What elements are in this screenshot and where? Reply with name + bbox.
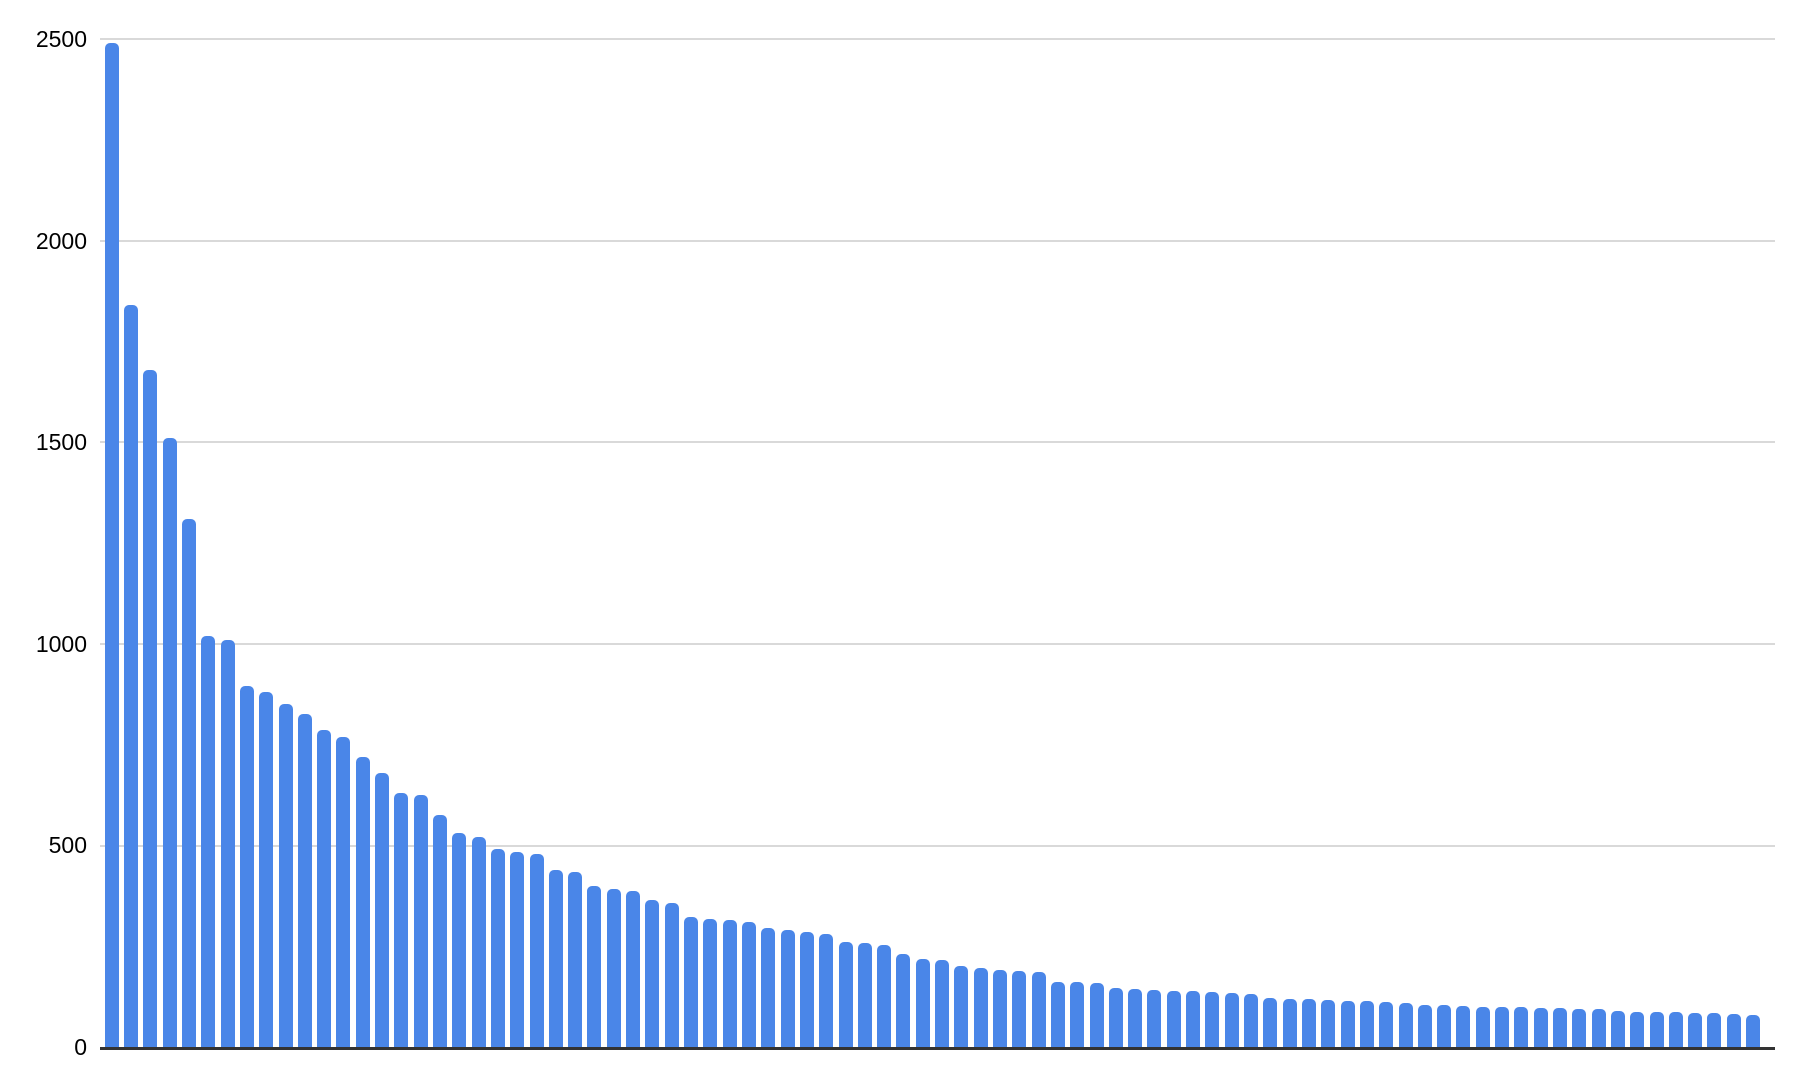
bar [915,959,930,1047]
bar [1475,1007,1490,1047]
bar [664,903,679,1047]
gridline-500 [100,845,1775,847]
gridline-1500 [100,441,1775,443]
bar [1726,1014,1741,1047]
bar [104,43,119,1047]
bar [1707,1013,1722,1047]
bar [1379,1002,1394,1047]
bar [1591,1009,1606,1047]
gridline-2500 [100,38,1775,40]
bar [452,833,467,1047]
gridline-2000 [100,240,1775,242]
bar [954,966,969,1047]
bar [645,900,660,1047]
bar [1359,1001,1374,1047]
bar [741,922,756,1047]
bar [1398,1003,1413,1047]
bar [935,960,949,1047]
bar [1301,999,1316,1047]
bar [1263,998,1278,1047]
bar [220,640,235,1047]
bar [490,849,505,1047]
y-tick-label-1500: 1500 [35,429,87,455]
bar [993,970,1007,1047]
bar [1108,988,1123,1047]
bar [1572,1009,1587,1047]
bar [1012,971,1027,1047]
bar [317,730,332,1047]
bar [259,692,274,1047]
bar [201,636,216,1047]
bar [684,917,698,1047]
bar [181,519,196,1047]
bar [1610,1011,1625,1047]
bar [568,872,583,1047]
bar [433,815,447,1047]
bar [1031,972,1046,1047]
bar [587,886,602,1047]
bar [510,852,525,1047]
bar [375,773,389,1047]
bar [1495,1007,1509,1047]
bar [973,968,988,1047]
bar [1070,982,1085,1047]
bar [1668,1012,1683,1047]
bar [1166,991,1181,1047]
bar [297,714,312,1047]
bar [471,837,486,1047]
bar [548,870,563,1047]
bar [799,932,814,1047]
bar [761,928,776,1047]
y-tick-label-0: 0 [74,1034,87,1060]
bar [703,919,718,1047]
bar [143,370,158,1047]
bar [1186,991,1201,1047]
bar [1437,1005,1452,1047]
bar [1514,1007,1529,1047]
y-tick-label-500: 500 [48,832,87,858]
bar [355,757,370,1047]
bar [1456,1006,1471,1047]
bar [1746,1015,1760,1047]
bar [1128,989,1143,1047]
bar [877,945,892,1047]
bar [1417,1005,1432,1047]
bar [162,438,177,1047]
bar [1688,1013,1703,1047]
bar [896,954,911,1047]
bar [857,943,872,1047]
bar [1649,1012,1664,1047]
bar [819,934,834,1047]
bar [1630,1012,1645,1047]
x-axis-line [100,1047,1775,1050]
bar [336,737,351,1047]
bar [1089,983,1104,1047]
y-tick-label-2500: 2500 [35,26,87,52]
bar [394,793,409,1047]
bar [124,305,138,1047]
bar [1205,992,1220,1047]
bar [1282,999,1297,1047]
bar [1321,1000,1336,1047]
bar [722,920,737,1047]
y-tick-label-2000: 2000 [35,228,87,254]
bar [780,930,795,1047]
bar [1050,982,1065,1047]
bar [1533,1008,1548,1047]
y-tick-label-1000: 1000 [35,631,87,657]
bar [1244,994,1258,1047]
bar [413,795,428,1047]
gridline-1000 [100,643,1775,645]
bar [529,854,544,1047]
bar [838,942,853,1047]
bar [278,704,293,1047]
bar [1147,990,1162,1047]
bar [1340,1001,1355,1047]
bar [1224,993,1239,1047]
bar [606,889,621,1047]
bar [239,686,254,1047]
bar [626,891,641,1047]
bar [1553,1008,1567,1047]
